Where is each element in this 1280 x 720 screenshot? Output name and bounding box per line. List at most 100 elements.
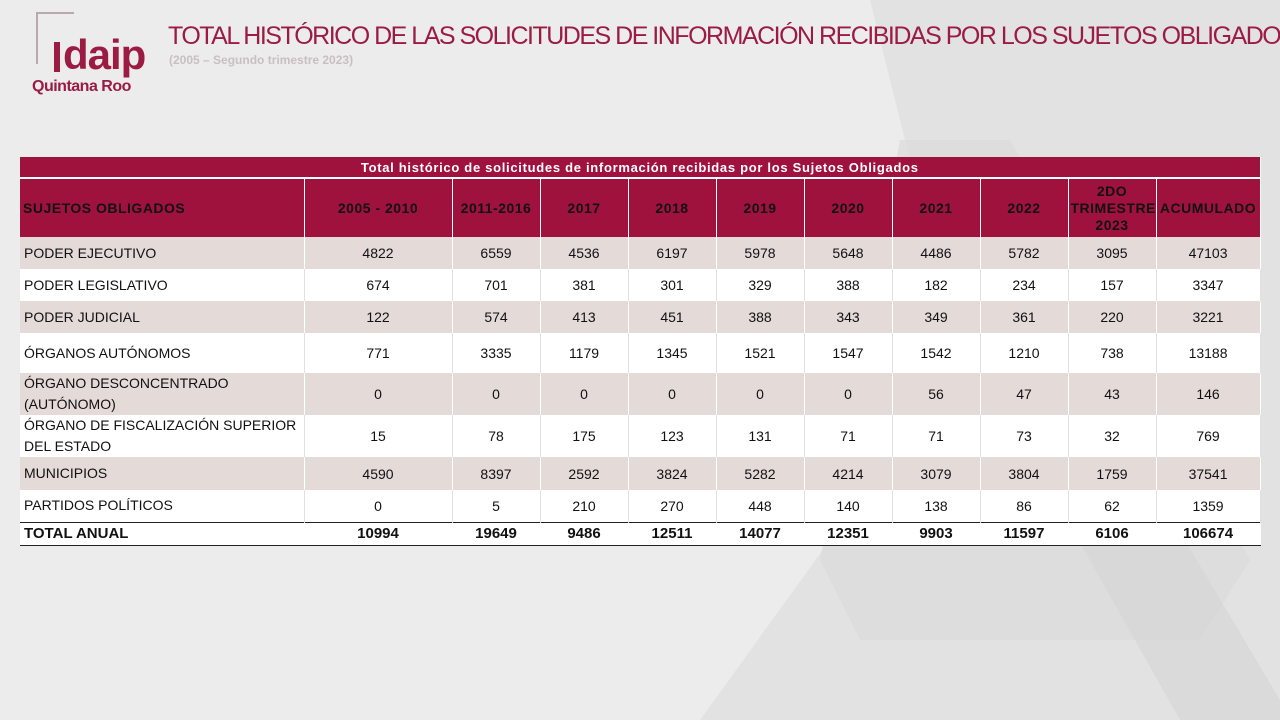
total-value: 10994 (304, 521, 453, 546)
table-header-row: SUJETOS OBLIGADOS 2005 - 2010 2011-2016 201… (20, 178, 1261, 237)
cell-value: 3095 (1068, 237, 1157, 269)
cell-value: 182 (892, 269, 981, 301)
cell-value: 381 (540, 269, 629, 301)
solicitudes-table: Total histórico de solicitudes de inform… (20, 157, 1261, 546)
cell-value: 210 (540, 490, 629, 522)
cell-value: 13188 (1156, 333, 1261, 373)
cell-value: 5 (452, 490, 541, 522)
cell-value: 220 (1068, 301, 1157, 333)
row-label: PODER JUDICIAL (20, 301, 305, 333)
cell-value: 361 (980, 301, 1069, 333)
cell-value: 448 (716, 490, 805, 522)
cell-value: 62 (1068, 490, 1157, 522)
column-header: 2019 (716, 178, 805, 237)
logo-word: daip (63, 31, 146, 78)
cell-value: 78 (452, 415, 541, 457)
column-header: 2017 (540, 178, 629, 237)
cell-value: 0 (304, 373, 453, 415)
column-header: 2005 - 2010 (304, 178, 453, 237)
cell-value: 1359 (1156, 490, 1261, 522)
cell-value: 8397 (452, 457, 541, 490)
cell-value: 1210 (980, 333, 1069, 373)
row-label: MUNICIPIOS (20, 457, 305, 490)
cell-value: 769 (1156, 415, 1261, 457)
cell-value: 234 (980, 269, 1069, 301)
total-value: 12351 (804, 521, 893, 546)
cell-value: 3221 (1156, 301, 1261, 333)
cell-value: 1345 (628, 333, 717, 373)
idaip-logo: daip Quintana Roo (30, 8, 160, 98)
cell-value: 3347 (1156, 269, 1261, 301)
cell-value: 122 (304, 301, 453, 333)
table-row: MUNICIPIOS 4590 8397 2592 3824 5282 4214 3079 38… (20, 457, 1261, 490)
cell-value: 4214 (804, 457, 893, 490)
cell-value: 175 (540, 415, 629, 457)
cell-value: 329 (716, 269, 805, 301)
cell-value: 1521 (716, 333, 805, 373)
cell-value: 3335 (452, 333, 541, 373)
cell-value: 0 (804, 373, 893, 415)
total-row: TOTAL ANUAL 10994 19649 9486 12511 14077 12351… (20, 521, 1261, 546)
cell-value: 0 (628, 373, 717, 415)
cell-value: 674 (304, 269, 453, 301)
total-value: 14077 (716, 521, 805, 546)
column-header: SUJETOS OBLIGADOS (20, 178, 305, 237)
cell-value: 73 (980, 415, 1069, 457)
total-value: 9903 (892, 521, 981, 546)
table-row: ÓRGANO DE FISCALIZACIÓN SUPERIOR DEL EST… (20, 415, 1261, 457)
cell-value: 6559 (452, 237, 541, 269)
total-value: 6106 (1068, 521, 1157, 546)
cell-value: 3804 (980, 457, 1069, 490)
row-label: ÓRGANO DESCONCENTRADO (AUTÓNOMO) (20, 373, 305, 415)
cell-value: 157 (1068, 269, 1157, 301)
column-header: 2022 (980, 178, 1069, 237)
cell-value: 138 (892, 490, 981, 522)
table-row: ÓRGANO DESCONCENTRADO (AUTÓNOMO) 0 0 0 0 0 0 56… (20, 373, 1261, 415)
page-title: TOTAL HISTÓRICO DE LAS SOLICITUDES DE IN… (168, 22, 1280, 50)
cell-value: 388 (804, 269, 893, 301)
cell-value: 5978 (716, 237, 805, 269)
cell-value: 43 (1068, 373, 1157, 415)
total-value: 9486 (540, 521, 629, 546)
cell-value: 15 (304, 415, 453, 457)
cell-value: 4536 (540, 237, 629, 269)
cell-value: 0 (452, 373, 541, 415)
cell-value: 1179 (540, 333, 629, 373)
total-label: TOTAL ANUAL (20, 521, 305, 546)
row-label: ÓRGANO DE FISCALIZACIÓN SUPERIOR DEL EST… (20, 415, 305, 457)
cell-value: 738 (1068, 333, 1157, 373)
cell-value: 56 (892, 373, 981, 415)
cell-value: 349 (892, 301, 981, 333)
cell-value: 1759 (1068, 457, 1157, 490)
cell-value: 3079 (892, 457, 981, 490)
cell-value: 0 (716, 373, 805, 415)
cell-value: 2592 (540, 457, 629, 490)
cell-value: 4822 (304, 237, 453, 269)
page-subtitle: (2005 – Segundo trimestre 2023) (169, 53, 354, 67)
cell-value: 123 (628, 415, 717, 457)
row-label: PODER LEGISLATIVO (20, 269, 305, 301)
cell-value: 0 (540, 373, 629, 415)
cell-value: 574 (452, 301, 541, 333)
cell-value: 343 (804, 301, 893, 333)
cell-value: 71 (804, 415, 893, 457)
total-value: 11597 (980, 521, 1069, 546)
total-value: 19649 (452, 521, 541, 546)
cell-value: 5648 (804, 237, 893, 269)
table-row: PODER LEGISLATIVO 674 701 381 301 329 388 182 23… (20, 269, 1261, 301)
cell-value: 86 (980, 490, 1069, 522)
logo-i-stroke (54, 42, 60, 72)
table-row: PARTIDOS POLÍTICOS 0 5 210 270 448 140 138 86 62 1… (20, 490, 1261, 522)
cell-value: 451 (628, 301, 717, 333)
cell-value: 37541 (1156, 457, 1261, 490)
column-header: 2018 (628, 178, 717, 237)
logo-subtitle: Quintana Roo (32, 78, 131, 95)
cell-value: 4486 (892, 237, 981, 269)
cell-value: 0 (304, 490, 453, 522)
cell-value: 146 (1156, 373, 1261, 415)
cell-value: 5282 (716, 457, 805, 490)
cell-value: 32 (1068, 415, 1157, 457)
cell-value: 771 (304, 333, 453, 373)
cell-value: 140 (804, 490, 893, 522)
row-label: PODER EJECUTIVO (20, 237, 305, 269)
